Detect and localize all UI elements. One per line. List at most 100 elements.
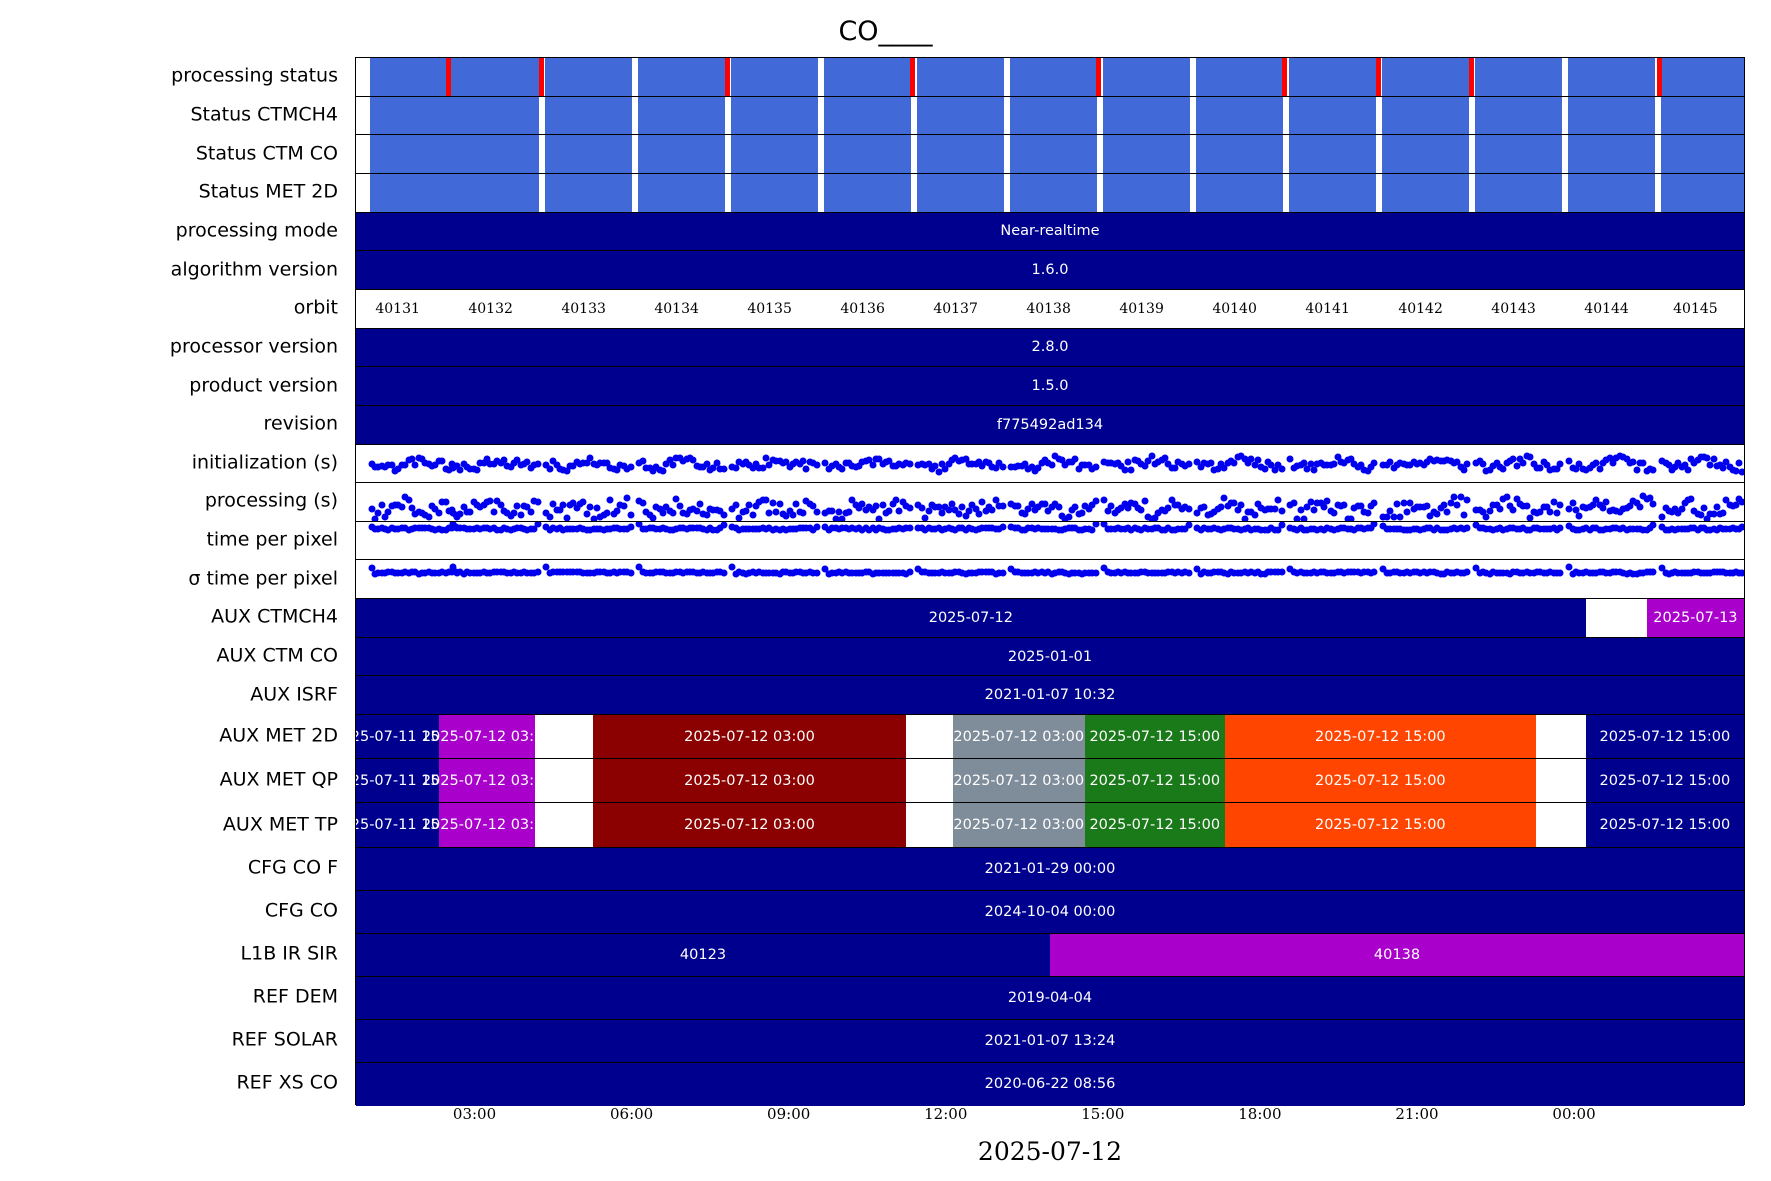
timeline-row-processor-version[interactable]: 2.8.0 (356, 328, 1744, 368)
band-segment[interactable]: 2025-01-01 (356, 637, 1744, 676)
status-block[interactable] (637, 58, 726, 96)
band-segment[interactable]: 2025-07-12 03:00 (593, 759, 906, 803)
timeline-row-ref-xs-co[interactable]: 2020-06-22 08:56 (356, 1062, 1744, 1106)
band-segment[interactable]: 2021-01-07 10:32 (356, 676, 1744, 715)
timeline-row-time-per-pixel[interactable] (356, 521, 1744, 561)
band-segment[interactable] (1535, 715, 1586, 759)
status-block[interactable] (1381, 96, 1470, 135)
band-segment[interactable]: 2021-01-07 13:24 (356, 1019, 1744, 1062)
status-block[interactable] (369, 58, 458, 96)
status-block[interactable] (544, 173, 633, 212)
status-block[interactable] (1009, 96, 1098, 135)
status-block[interactable] (1009, 58, 1098, 96)
status-block[interactable] (730, 135, 819, 173)
status-block[interactable] (1102, 173, 1191, 212)
status-block[interactable] (916, 58, 1005, 96)
status-block[interactable] (637, 173, 726, 212)
band-segment[interactable]: 2025-07-12 15:00 (1084, 759, 1225, 803)
band-segment[interactable]: 2025-07-12 03:00 (952, 803, 1085, 847)
status-block[interactable] (1660, 58, 1744, 96)
status-block[interactable] (1381, 58, 1470, 96)
status-block[interactable] (637, 96, 726, 135)
band-segment[interactable]: 2025-07-12 15:00 (1224, 759, 1536, 803)
status-block[interactable] (1660, 96, 1744, 135)
status-block[interactable] (1009, 173, 1098, 212)
status-block[interactable] (1567, 173, 1656, 212)
band-segment[interactable]: 2025-07-12 03:00 (422, 803, 552, 847)
timeline-row-algorithm-version[interactable]: 1.6.0 (356, 251, 1744, 290)
band-segment[interactable]: 2025-07-12 03:00 (952, 715, 1085, 759)
status-block[interactable] (369, 173, 458, 212)
timeline-row-cfg-co-f[interactable]: 2021-01-29 00:00 (356, 847, 1744, 891)
band-segment[interactable]: 1.5.0 (356, 367, 1744, 405)
band-segment[interactable] (905, 803, 953, 847)
status-block[interactable] (730, 173, 819, 212)
timeline-row-processing-status[interactable] (356, 58, 1744, 97)
status-block[interactable] (544, 58, 633, 96)
status-error-marker[interactable] (1281, 58, 1287, 96)
band-segment[interactable]: Near-realtime (356, 212, 1744, 251)
timeline-row-aux-isrf[interactable]: 2021-01-07 10:32 (356, 676, 1744, 716)
timeline-row-initialization-s[interactable] (356, 444, 1744, 484)
status-block[interactable] (823, 173, 912, 212)
timeline-plot[interactable]: Near-realtime 1.6.0 40131 40132 40133 40134 40… (355, 57, 1745, 1106)
status-block[interactable] (451, 58, 540, 96)
status-block[interactable] (1288, 96, 1377, 135)
band-segment[interactable]: 1.6.0 (356, 251, 1744, 289)
status-block[interactable] (451, 135, 540, 173)
status-block[interactable] (1567, 135, 1656, 173)
band-segment[interactable]: 2020-06-22 08:56 (356, 1062, 1744, 1106)
status-block[interactable] (451, 96, 540, 135)
status-block[interactable] (369, 96, 458, 135)
band-segment[interactable]: 2025-07-11 15:00 (356, 759, 463, 803)
band-segment[interactable]: 2025-07-12 03:00 (593, 803, 906, 847)
status-block[interactable] (369, 135, 458, 173)
status-block[interactable] (1102, 58, 1191, 96)
status-block[interactable] (544, 96, 633, 135)
band-segment[interactable]: 2025-07-12 15:00 (1224, 803, 1536, 847)
band-segment[interactable]: 2025-07-12 15:00 (1585, 715, 1744, 759)
timeline-row-product-version[interactable]: 1.5.0 (356, 367, 1744, 406)
status-block[interactable] (1288, 135, 1377, 173)
status-error-marker[interactable] (1376, 58, 1382, 96)
status-error-marker[interactable] (1095, 58, 1101, 96)
status-block[interactable] (1102, 135, 1191, 173)
status-block[interactable] (451, 173, 540, 212)
timeline-row-aux-ctmch4[interactable]: 2025-07-12 2025-07-13 (356, 599, 1744, 638)
band-segment[interactable]: 40123 (356, 933, 1050, 976)
status-block[interactable] (730, 58, 819, 96)
status-block[interactable] (1195, 135, 1284, 173)
status-error-marker[interactable] (1469, 58, 1475, 96)
timeline-row-aux-ctm-co[interactable]: 2025-01-01 (356, 637, 1744, 677)
band-segment[interactable] (535, 715, 594, 759)
band-segment[interactable] (1585, 599, 1647, 637)
status-block[interactable] (1102, 96, 1191, 135)
timeline-row-revision[interactable]: f775492ad134 (356, 405, 1744, 445)
band-segment[interactable] (905, 759, 953, 803)
status-block[interactable] (1474, 173, 1563, 212)
band-segment[interactable]: 2025-07-12 03:00 (593, 715, 906, 759)
timeline-row-status-ctm-co[interactable] (356, 135, 1744, 174)
timeline-row-processing-mode[interactable]: Near-realtime (356, 212, 1744, 252)
band-segment[interactable]: 2025-07-11 15:00 (356, 715, 463, 759)
timeline-row-l1b-ir-sir[interactable]: 40123 40138 (356, 933, 1744, 977)
band-segment[interactable] (535, 803, 594, 847)
band-segment[interactable]: 2019-04-04 (356, 976, 1744, 1019)
timeline-row-orbit[interactable]: 40131 40132 40133 40134 40135 40136 40137 40138… (356, 289, 1744, 329)
status-block[interactable] (1288, 58, 1377, 96)
status-error-marker[interactable] (539, 58, 545, 96)
status-block[interactable] (1195, 173, 1284, 212)
band-segment[interactable]: 2025-07-12 15:00 (1084, 803, 1225, 847)
band-segment[interactable]: 2025-07-12 15:00 (1084, 715, 1225, 759)
band-segment[interactable]: 2025-07-12 15:00 (1224, 715, 1536, 759)
status-block[interactable] (823, 58, 912, 96)
timeline-row-cfg-co[interactable]: 2024-10-04 00:00 (356, 890, 1744, 934)
band-segment[interactable] (535, 759, 594, 803)
band-segment[interactable]: 2025-07-13 (1646, 599, 1744, 637)
timeline-row-aux-met-qp[interactable]: 2025-07-11 15:00 2025-07-12 03:00 2025-07-… (356, 759, 1744, 804)
status-block[interactable] (730, 96, 819, 135)
band-segment[interactable] (1535, 803, 1586, 847)
band-segment[interactable]: 2025-07-11 15:00 (356, 803, 463, 847)
band-segment[interactable]: 2025-07-12 15:00 (1585, 803, 1744, 847)
